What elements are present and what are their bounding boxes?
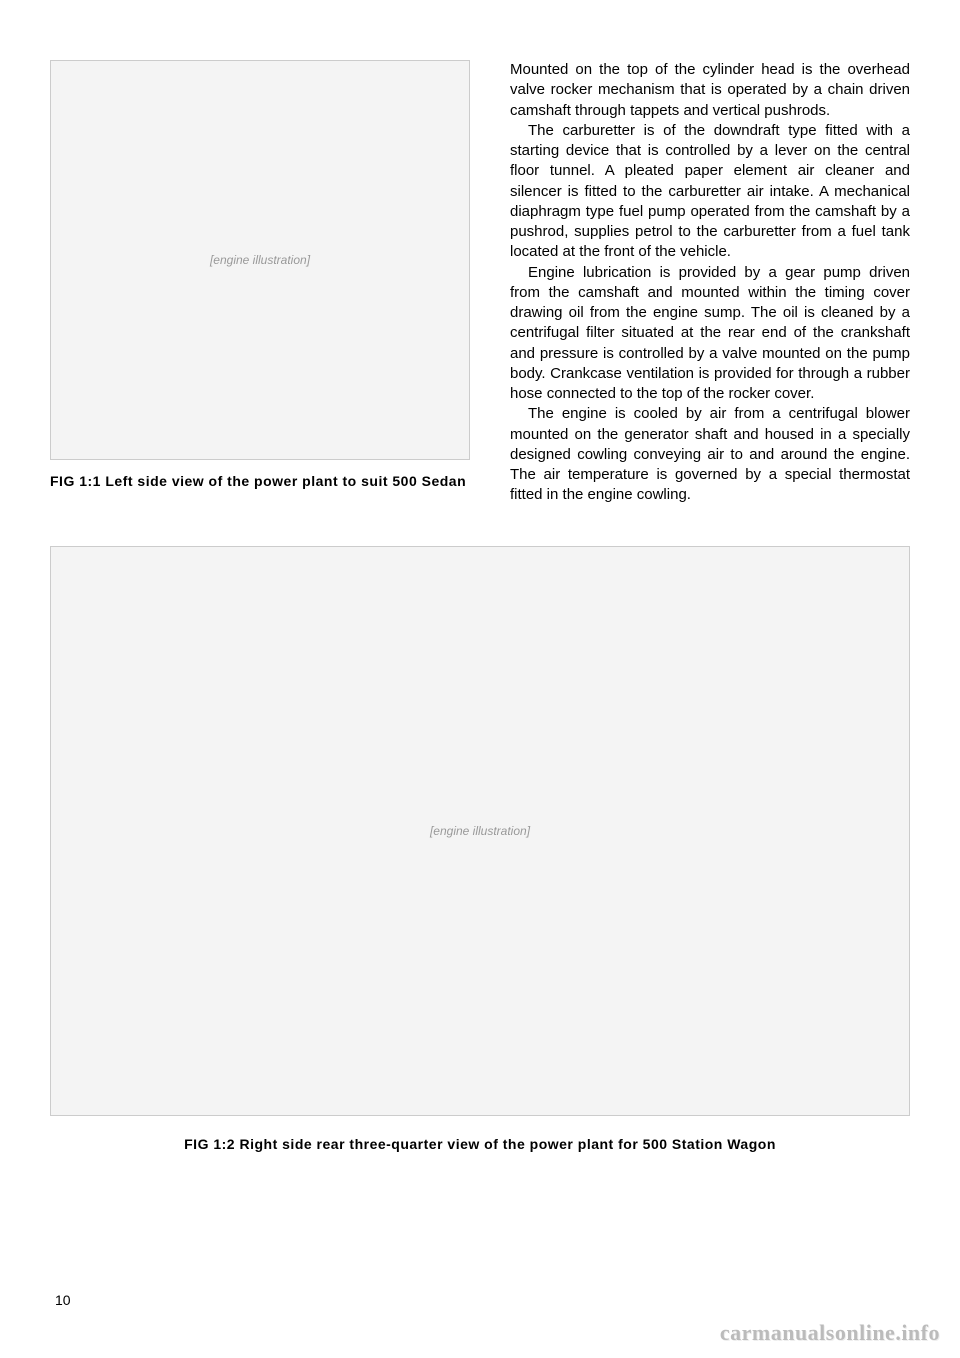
figure-1-label: FIG 1:1: [50, 473, 101, 489]
paragraph-2: The carburetter is of the downdraft type…: [510, 121, 910, 263]
page-number: 10: [55, 1292, 71, 1308]
left-column: [engine illustration] FIG 1:1 Left side …: [50, 60, 470, 490]
paragraph-4: The engine is cooled by air from a centr…: [510, 404, 910, 505]
manual-page: [engine illustration] FIG 1:1 Left side …: [0, 0, 960, 1358]
figure-1-image: [engine illustration]: [50, 60, 470, 460]
paragraph-3: Engine lubrication is provided by a gear…: [510, 263, 910, 405]
top-row: [engine illustration] FIG 1:1 Left side …: [50, 60, 910, 506]
paragraph-1: Mounted on the top of the cylinder head …: [510, 60, 910, 121]
figure-2-caption: FIG 1:2 Right side rear three-quarter vi…: [50, 1136, 910, 1152]
right-column: Mounted on the top of the cylinder head …: [510, 60, 910, 506]
figure-1-caption-text: Left side view of the power plant to sui…: [101, 473, 466, 489]
figure-2-label: FIG 1:2: [184, 1136, 235, 1152]
figure-2-placeholder: [engine illustration]: [430, 824, 530, 838]
figure-1-caption: FIG 1:1 Left side view of the power plan…: [50, 472, 470, 490]
figure-1-placeholder: [engine illustration]: [210, 253, 310, 267]
figure-2-image: [engine illustration]: [50, 546, 910, 1116]
watermark: carmanualsonline.info: [720, 1320, 940, 1346]
figure-2-caption-text: Right side rear three-quarter view of th…: [235, 1136, 776, 1152]
